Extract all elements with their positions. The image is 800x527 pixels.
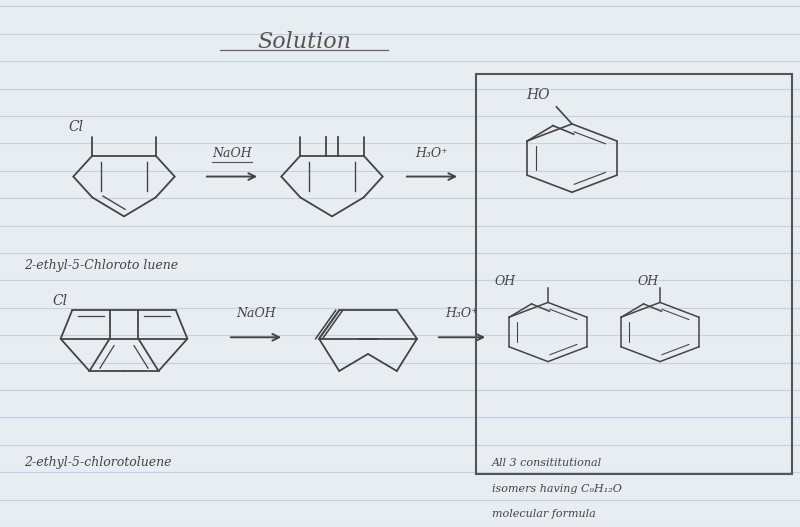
Text: 2-ethyl-5-Chloroto luene: 2-ethyl-5-Chloroto luene [24,259,178,272]
Bar [476,74,792,474]
Text: NaOH: NaOH [212,147,252,160]
Text: 2-ethyl-5-chlorotoluene: 2-ethyl-5-chlorotoluene [24,456,171,470]
Text: Cl: Cl [68,121,83,134]
Text: Cl: Cl [52,294,67,308]
Text: H₃O⁺: H₃O⁺ [446,307,478,320]
Text: molecular formula: molecular formula [492,509,596,519]
Text: isomers having C₉H₁₂O: isomers having C₉H₁₂O [492,484,622,494]
Text: H₃O⁺: H₃O⁺ [416,147,448,160]
Text: HO: HO [526,89,550,102]
Text: OH: OH [494,275,515,288]
Text: OH: OH [638,275,658,288]
Text: Solution: Solution [257,31,351,53]
Text: All 3 consititutional: All 3 consititutional [492,458,602,469]
Text: NaOH: NaOH [236,307,276,320]
